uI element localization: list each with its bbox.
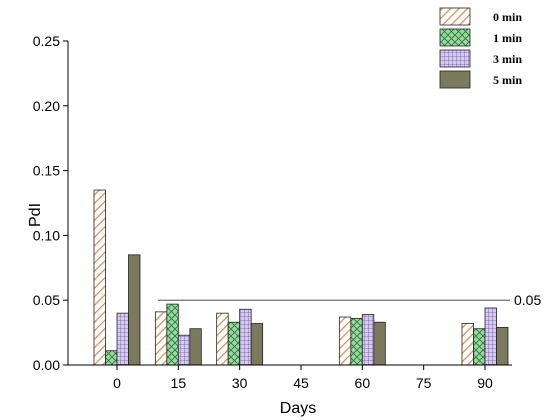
legend-label: 5 min <box>493 73 522 87</box>
y-tick-label: 0.10 <box>33 227 60 243</box>
bar-0-min-day-90 <box>461 323 474 366</box>
bar-5-min-day-90 <box>496 327 509 366</box>
y-tick-label: 0.15 <box>33 163 60 179</box>
legend: 0 min 1 min 3 min 5 min <box>439 7 522 89</box>
legend-label: 0 min <box>493 10 522 24</box>
x-tick-label: 30 <box>232 375 248 391</box>
legend-swatch <box>439 49 471 68</box>
bar-3-min-day-0 <box>116 312 129 366</box>
bar-1-min-day-0 <box>105 350 118 366</box>
x-tick-label: 75 <box>416 375 432 391</box>
bar-3-min-day-15 <box>177 334 191 366</box>
legend-swatch <box>439 28 471 47</box>
y-ticks: 0.00 0.05 0.10 0.15 0.20 0.25 <box>33 33 68 373</box>
bar-1-min-day-60 <box>350 317 363 366</box>
bar-5-min-day-60 <box>373 321 386 366</box>
y-axis-label: PdI <box>27 203 44 227</box>
reference-line-group: 0.05 <box>158 292 541 308</box>
x-tick-label: 0 <box>113 375 121 391</box>
bar-0-min-day-15 <box>154 311 168 366</box>
legend-swatch <box>439 70 471 89</box>
axes-group <box>67 41 512 366</box>
bar-3-min-day-60 <box>361 314 375 366</box>
reference-line-label: 0.05 <box>514 292 541 308</box>
x-axis-label: Days <box>280 400 316 417</box>
x-tick-label: 60 <box>355 375 371 391</box>
bar-0-min-day-0 <box>93 189 106 366</box>
x-tick-label: 45 <box>293 375 309 391</box>
bar-1-min-day-30 <box>227 321 241 366</box>
legend-label: 3 min <box>493 52 522 66</box>
bar-5-min-day-0 <box>128 254 141 366</box>
y-tick-label: 0.00 <box>33 357 60 373</box>
x-tick-label: 15 <box>171 375 187 391</box>
legend-label: 1 min <box>493 31 522 45</box>
x-tick-label: 90 <box>477 375 493 391</box>
bar-1-min-day-90 <box>473 328 486 366</box>
bar-3-min-day-30 <box>239 308 252 366</box>
bars-group <box>93 189 509 366</box>
legend-swatch <box>439 7 471 26</box>
bar-5-min-day-30 <box>250 323 264 366</box>
bar-5-min-day-15 <box>189 328 202 366</box>
x-ticks: 0 15 30 45 60 75 90 <box>113 365 493 391</box>
y-tick-label: 0.25 <box>33 33 60 49</box>
bar-3-min-day-90 <box>484 307 497 366</box>
bar-0-min-day-30 <box>216 312 229 366</box>
bar-0-min-day-60 <box>338 316 352 366</box>
y-tick-label: 0.05 <box>33 292 60 308</box>
bar-1-min-day-15 <box>166 303 179 366</box>
y-tick-label: 0.20 <box>33 98 60 114</box>
